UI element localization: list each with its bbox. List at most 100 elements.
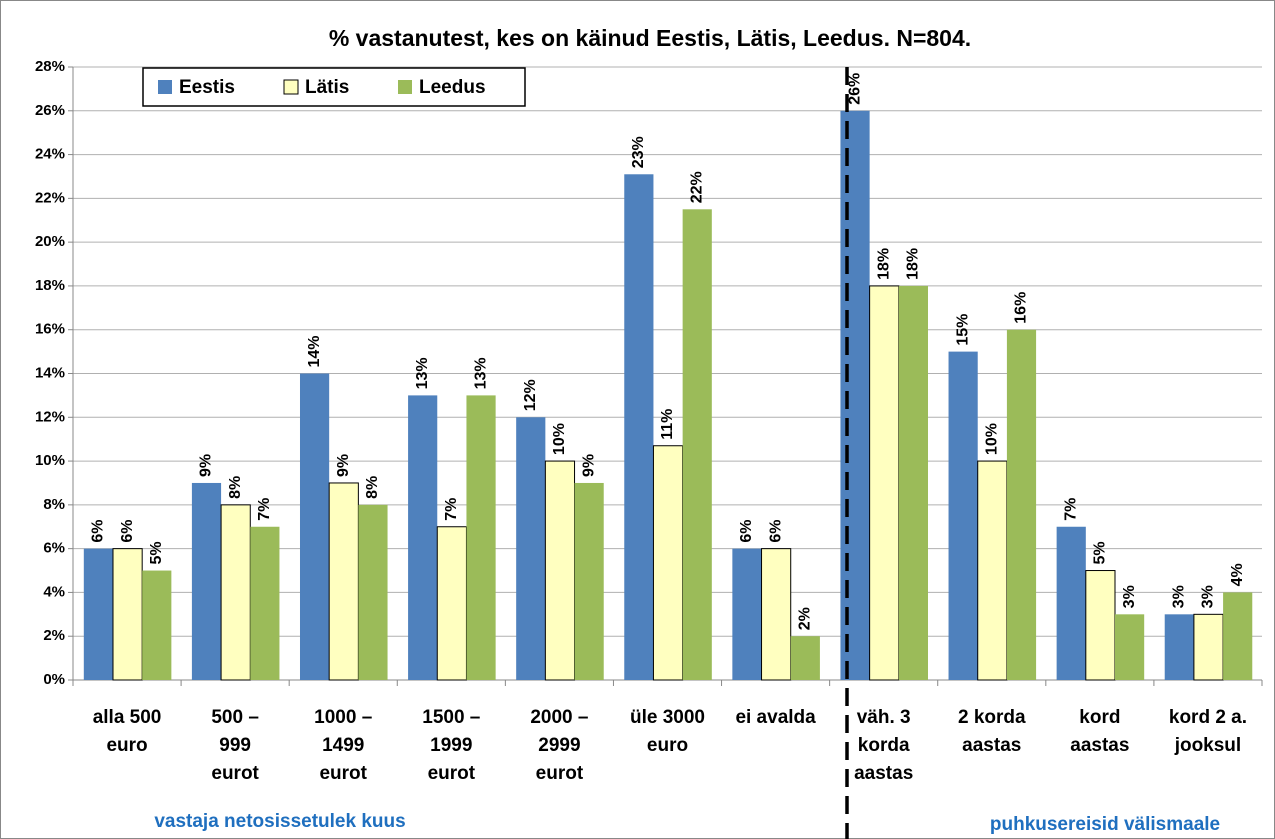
value-label: 6% [738,520,755,543]
y-tick-label: 0% [43,671,65,688]
legend-label: Lätis [305,77,349,98]
bar [790,636,820,680]
bar [408,395,438,680]
bar [436,526,467,681]
x-tick-label: 2 korda [958,707,1026,728]
value-label: 13% [472,357,489,389]
x-tick-label: ei avalda [735,707,816,728]
legend: Eestis Lätis Leedus [142,67,526,107]
value-label: 10% [551,423,568,455]
bar [466,395,496,680]
value-label: 13% [414,357,431,389]
value-label: 14% [306,335,323,367]
y-tick-label: 10% [35,452,65,469]
bar [544,460,576,681]
x-tick-label: 1499 [322,735,364,756]
value-label: 12% [522,379,539,411]
y-tick-label: 12% [35,408,65,425]
value-label: 7% [256,498,273,521]
value-label: 5% [148,541,165,564]
value-label: 11% [659,409,676,440]
x-tick-label: alla 500 [93,707,162,728]
x-tick-label: 2000 – [530,707,588,728]
bar [682,209,712,680]
value-label: 10% [984,423,1001,455]
legend-swatch [398,80,412,94]
value-label: 18% [905,248,922,280]
bar [840,110,870,681]
bar [1006,329,1037,680]
x-tick-label: 999 [219,735,251,756]
x-tick-label: aastas [854,763,913,784]
bar [761,548,792,681]
y-tick-label: 8% [43,496,65,513]
legend-swatch [283,79,299,95]
bar [1164,614,1194,680]
annotation: puhkusereisid välismaale [990,814,1220,835]
bar [1223,592,1253,680]
x-tick-label: euro [647,735,688,756]
x-tick-label: eurot [211,763,259,784]
x-tick-label: 1999 [430,735,472,756]
x-tick-label: 500 – [211,707,259,728]
y-tick-label: 4% [43,583,65,600]
y-tick-label: 26% [35,102,65,119]
x-tick-label: kord [1079,707,1120,728]
bar [142,570,172,680]
bar [977,460,1008,681]
bar [869,285,900,681]
x-tick-label: väh. 3 [857,707,911,728]
bar [250,526,280,680]
bar [83,548,113,680]
legend-swatch [158,80,172,94]
plot: 0% 2% 4% 6% 8% 10% 12% 14% 16% 18% 20% 22% 24% 26% 28%… [35,58,1263,784]
bar [191,482,222,680]
value-label: 23% [630,136,647,168]
x-tick-label: aastas [962,735,1021,756]
bar [299,373,330,680]
bar [1056,526,1086,680]
bar [1193,613,1224,681]
bar [948,351,978,680]
x-tick-label: 1500 – [422,707,480,728]
chart-title: % vastanutest, kes on käinud Eestis, Lät… [329,25,971,51]
bar [732,548,762,680]
value-label: 8% [364,476,381,499]
bar [898,285,928,680]
value-label: 9% [580,454,597,477]
value-label: 2% [797,607,814,630]
value-label: 26% [846,73,863,105]
x-tick-label: üle 3000 [630,707,705,728]
bar [328,482,359,681]
x-tick-label: eurot [319,763,367,784]
y-tick-label: 16% [35,321,65,338]
x-tick-label: 2999 [538,735,580,756]
y-tick-label: 18% [35,277,65,294]
y-tick-label: 20% [35,233,65,250]
value-label: 3% [1171,585,1188,608]
y-tick-label: 2% [43,627,65,644]
y-tick-label: 28% [35,58,65,75]
bar [1114,614,1145,680]
value-label: 16% [1013,292,1030,324]
value-label: 6% [767,520,784,543]
bar [652,445,684,681]
y-tick-label: 14% [35,364,65,381]
value-label: 7% [1062,498,1079,521]
y-tick-label: 24% [35,146,65,163]
legend-box [142,67,526,107]
x-tick-label: eurot [536,763,584,784]
bar [358,504,388,680]
bar [624,174,654,680]
value-label: 4% [1229,563,1246,586]
x-tick-label: 1000 – [314,707,372,728]
value-label: 15% [954,314,971,346]
value-label: 9% [198,454,215,477]
value-label: 7% [443,498,460,521]
value-label: 6% [90,520,107,543]
value-label: 5% [1092,541,1109,564]
legend-label: Eestis [179,77,235,98]
value-label: 6% [119,520,136,543]
value-label: 3% [1200,585,1217,608]
